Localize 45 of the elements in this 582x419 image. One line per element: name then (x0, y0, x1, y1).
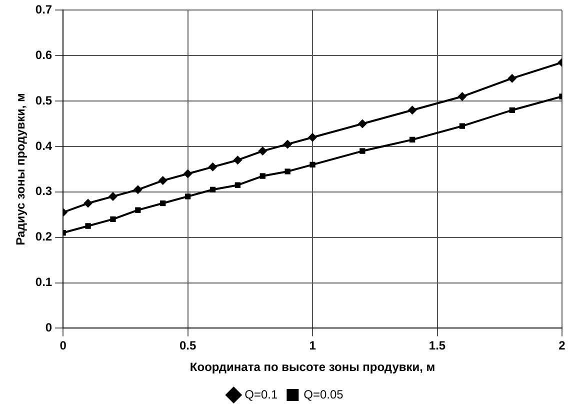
point (509, 107, 515, 113)
y-tick-label: 0.3 (35, 184, 52, 198)
x-axis-title: Координата по высоте зоны продувки, м (190, 360, 436, 374)
point (310, 162, 316, 168)
legend-label: Q=0.05 (304, 387, 344, 402)
y-tick-label: 0.6 (35, 48, 52, 62)
point (284, 168, 290, 174)
point (110, 216, 116, 222)
y-tick-label: 0.2 (35, 230, 52, 244)
point (135, 207, 141, 213)
point (409, 136, 416, 142)
point (208, 162, 218, 172)
point (210, 186, 216, 192)
point (183, 169, 192, 178)
point (458, 92, 467, 102)
y-tick-label: 0 (45, 320, 52, 335)
point (459, 123, 466, 129)
x-tick-label: 0.5 (179, 338, 196, 353)
point (408, 106, 417, 115)
point (283, 140, 292, 149)
x-tick-label: 1 (309, 338, 316, 353)
point (258, 146, 268, 156)
x-tick-label: 1.5 (428, 338, 446, 353)
point (308, 132, 318, 142)
point (184, 194, 191, 200)
point (133, 185, 142, 194)
point (84, 198, 93, 208)
point (233, 156, 242, 165)
legend-label: Q=0.1 (244, 387, 278, 402)
point (508, 74, 517, 83)
y-tick-label: 0.5 (35, 93, 52, 108)
y-axis-title: Радиус зоны продувки, м (14, 92, 28, 246)
x-tick-label: 0 (60, 338, 67, 353)
y-tick-label: 0.4 (35, 138, 52, 153)
point (360, 148, 366, 154)
point (260, 173, 266, 179)
y-tick-label: 0.1 (35, 275, 52, 290)
point (234, 182, 241, 188)
point (158, 176, 168, 186)
point (160, 200, 166, 206)
point (85, 223, 91, 229)
point (108, 192, 118, 201)
x-tick-label: 2 (558, 338, 566, 353)
point (358, 119, 367, 128)
y-tick-label: 0.7 (35, 2, 52, 17)
